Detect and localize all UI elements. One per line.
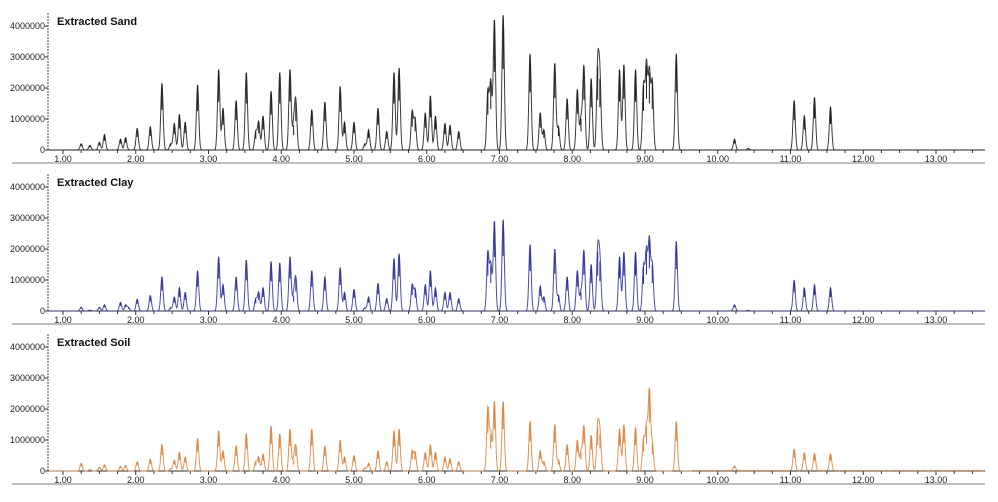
x-tick-label: 5.00 xyxy=(345,475,363,485)
panel-title: Extracted Soil xyxy=(57,337,130,349)
x-tick-label: 1.00 xyxy=(54,154,72,164)
y-tick-label: 2000000 xyxy=(10,404,45,414)
y-tick-label: 0 xyxy=(40,466,45,476)
y-tick-label: 1000000 xyxy=(10,435,45,445)
x-tick-label: 12.00 xyxy=(852,154,875,164)
x-tick-label: 5.00 xyxy=(345,315,363,325)
x-tick-label: 2.00 xyxy=(127,154,145,164)
panel-extracted-soil: 0 1000000 2000000 3000000 4000000 1.00 2.00 3.0… xyxy=(10,334,986,485)
y-tick-label: 3000000 xyxy=(10,52,45,62)
panel-extracted-sand: 0 1000000 2000000 3000000 4000000 1.00 2.00 3.0… xyxy=(10,13,985,164)
x-tick-label: 11.00 xyxy=(780,315,802,325)
y-tick-label: 4000000 xyxy=(10,342,45,352)
x-tick-label: 4.00 xyxy=(272,475,290,485)
x-tick-label: 3.00 xyxy=(200,475,218,485)
trace-extracted-sand xyxy=(49,16,985,151)
x-tick-label: 4.00 xyxy=(272,154,290,164)
panel-title: Extracted Clay xyxy=(57,177,134,189)
x-tick-label: 3.00 xyxy=(200,154,218,164)
x-tick-label: 7.00 xyxy=(491,154,509,164)
y-tick-label: 1000000 xyxy=(10,275,45,285)
trace-extracted-soil xyxy=(49,387,986,472)
y-tick-label: 3000000 xyxy=(10,373,45,383)
panel-extracted-clay: 0 1000000 2000000 3000000 4000000 1.00 2.00 3.0… xyxy=(10,174,985,325)
x-tick-label: 13.00 xyxy=(925,475,948,485)
x-tick-label: 10.00 xyxy=(706,475,729,485)
x-tick-label: 7.00 xyxy=(491,475,509,485)
x-tick-label: 6.00 xyxy=(418,475,436,485)
x-tick-label: 8.00 xyxy=(563,315,581,325)
x-tick-label: 7.00 xyxy=(491,315,509,325)
x-tick-label: 1.00 xyxy=(54,315,72,325)
x-tick-label: 13.00 xyxy=(925,315,948,325)
trace-extracted-clay xyxy=(49,220,985,312)
y-tick-label: 1000000 xyxy=(10,114,45,124)
x-tick-label: 13.00 xyxy=(925,154,948,164)
x-tick-label: 6.00 xyxy=(418,315,436,325)
x-tick-label: 11.00 xyxy=(780,154,802,164)
panel-title: Extracted Sand xyxy=(57,16,137,28)
y-tick-label: 0 xyxy=(40,145,45,155)
x-tick-label: 10.00 xyxy=(706,154,729,164)
x-tick-label: 12.00 xyxy=(852,315,875,325)
y-tick-label: 0 xyxy=(40,306,45,316)
y-tick-label: 4000000 xyxy=(10,21,45,31)
x-tick-label: 3.00 xyxy=(200,315,218,325)
x-tick-label: 1.00 xyxy=(54,475,72,485)
x-tick-label: 9.00 xyxy=(636,475,654,485)
y-tick-label: 2000000 xyxy=(10,244,45,254)
x-tick-label: 12.00 xyxy=(852,475,875,485)
x-tick-label: 8.00 xyxy=(563,475,581,485)
y-tick-label: 3000000 xyxy=(10,213,45,223)
x-tick-label: 10.00 xyxy=(706,315,729,325)
x-tick-label: 9.00 xyxy=(636,154,654,164)
y-tick-label: 2000000 xyxy=(10,83,45,93)
x-tick-label: 2.00 xyxy=(127,315,145,325)
y-tick-label: 4000000 xyxy=(10,182,45,192)
x-tick-label: 2.00 xyxy=(127,475,145,485)
x-tick-label: 4.00 xyxy=(272,315,290,325)
x-tick-label: 9.00 xyxy=(636,315,654,325)
x-tick-label: 11.00 xyxy=(780,475,802,485)
x-tick-label: 5.00 xyxy=(345,154,363,164)
x-tick-label: 6.00 xyxy=(418,154,436,164)
x-tick-label: 8.00 xyxy=(563,154,581,164)
